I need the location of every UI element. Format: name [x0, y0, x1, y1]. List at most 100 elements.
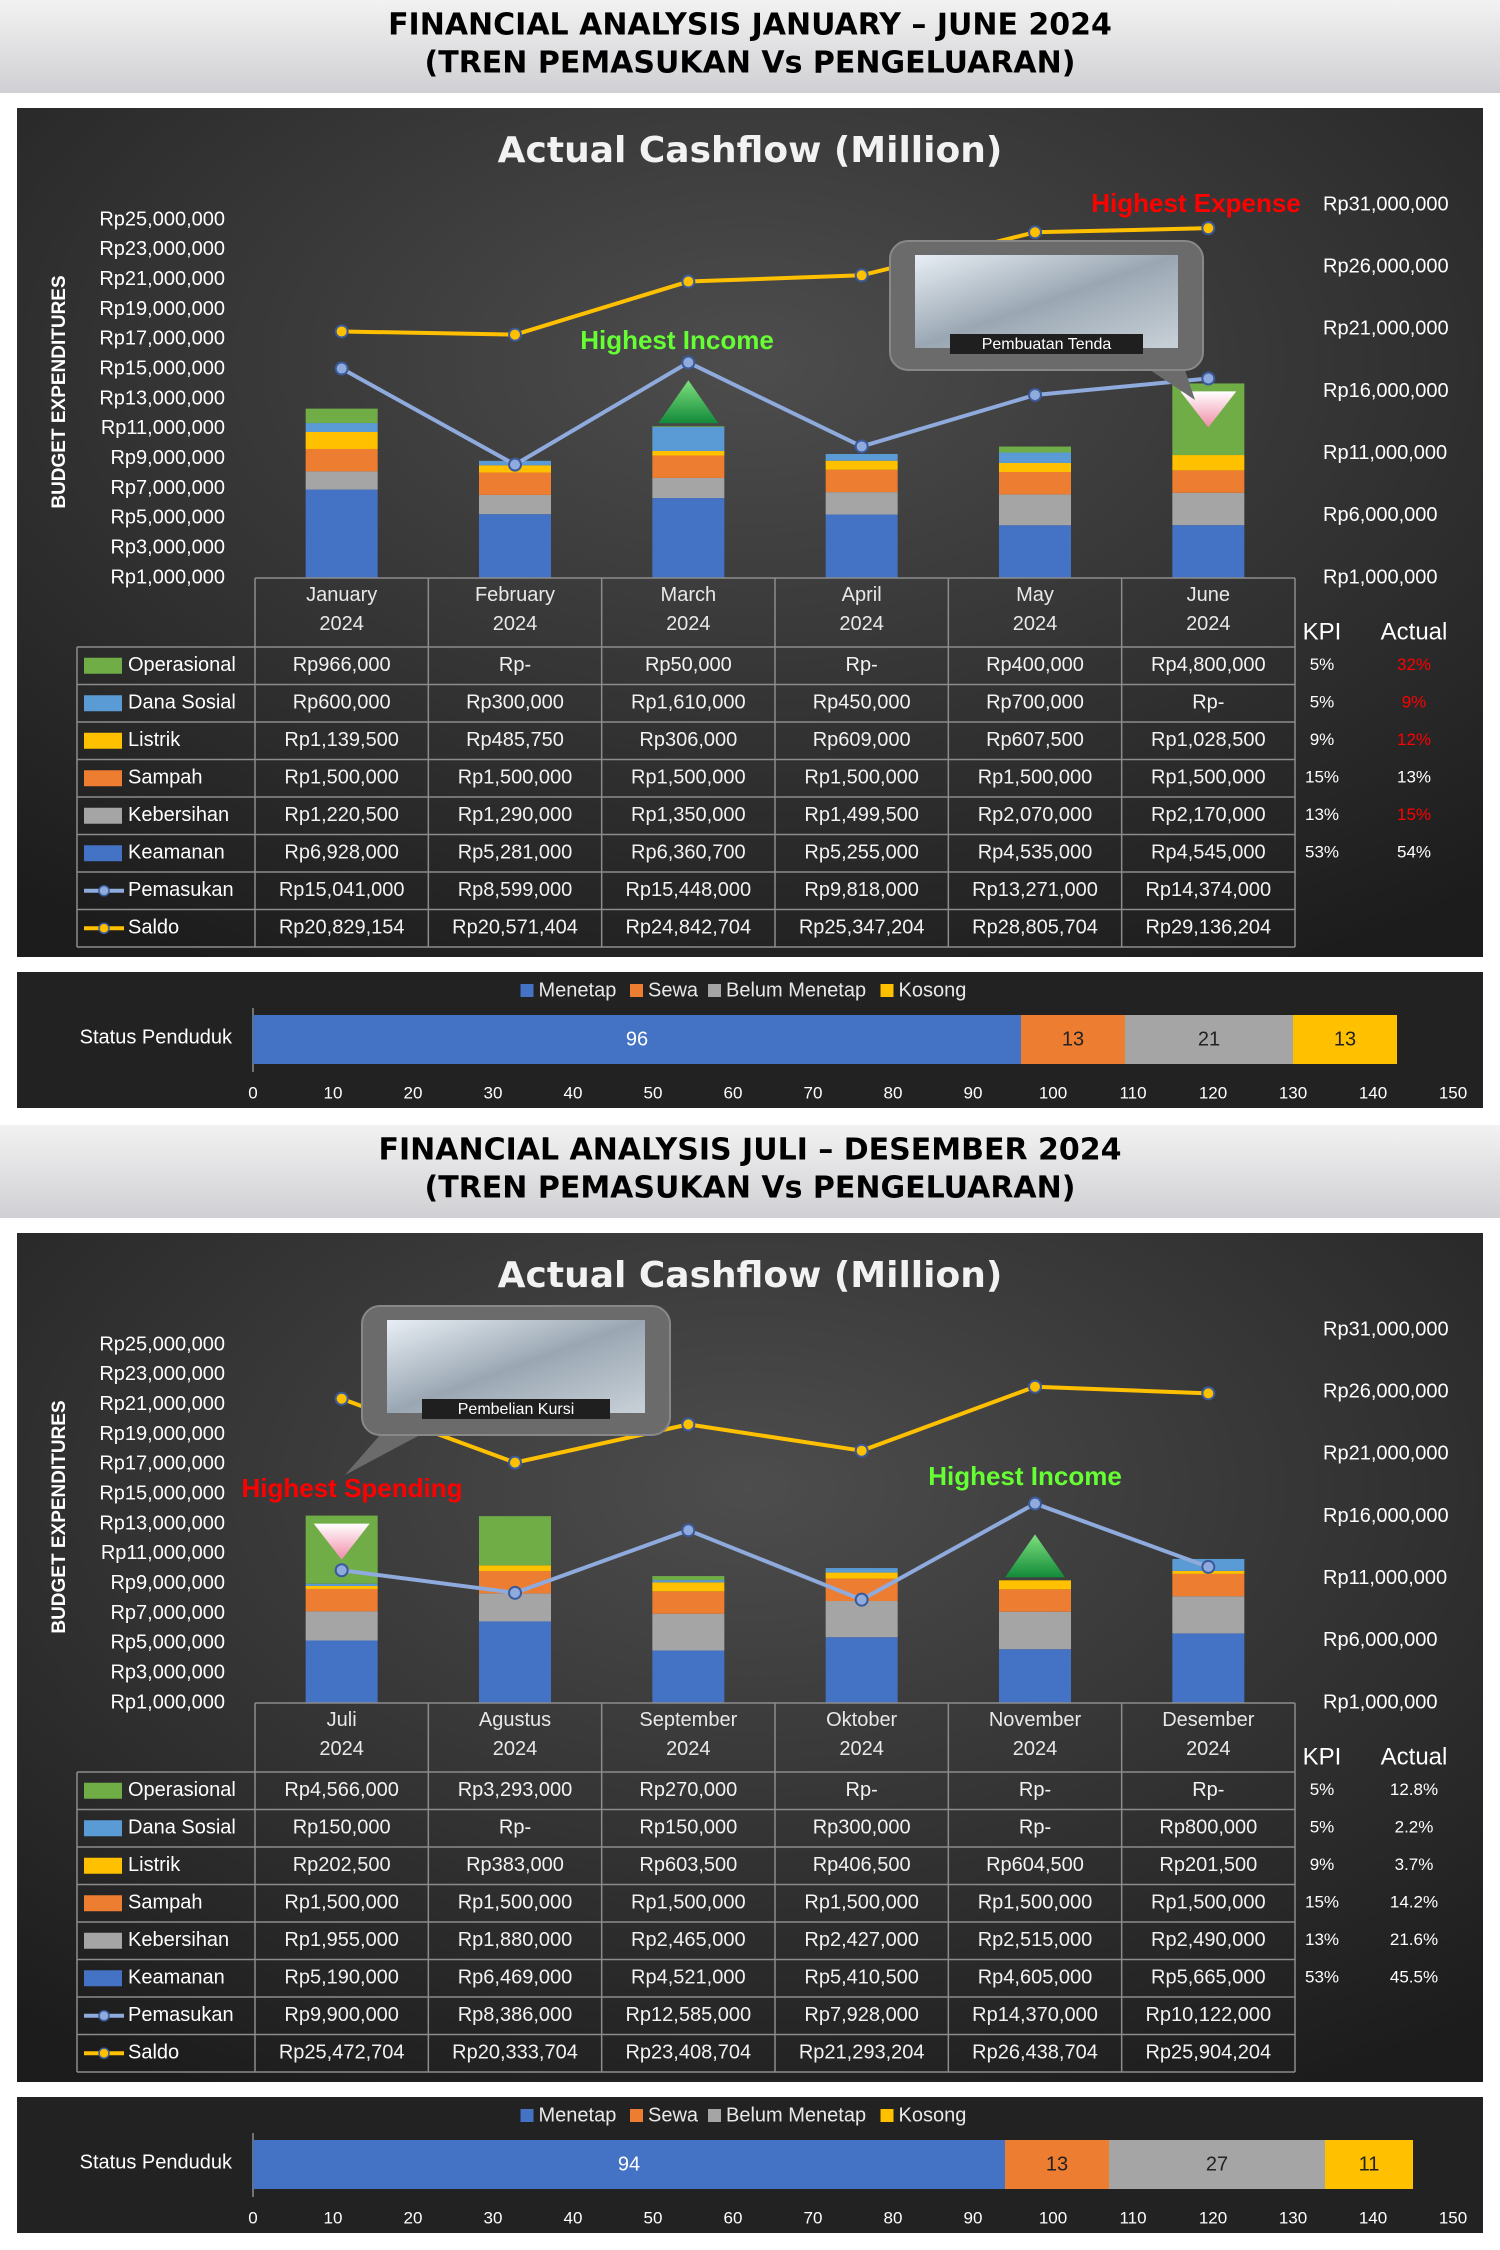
legend-label: Sampah — [128, 767, 203, 789]
category-cell: September 2024 — [639, 1709, 738, 1760]
data-label: 21 — [1198, 1028, 1220, 1050]
bar-segment — [825, 469, 898, 493]
table-cell: Rp24,842,704 — [625, 917, 751, 939]
y-tick-label: Rp9,000,000 — [110, 447, 225, 469]
table-cell: Rp485,750 — [466, 729, 564, 751]
bar-segment — [253, 1015, 1021, 1064]
bar-segment — [652, 426, 725, 427]
table-cell: Rp1,500,000 — [631, 1892, 746, 1914]
bar-segment — [305, 1640, 378, 1703]
kpi-target: 15% — [1305, 1893, 1339, 1912]
y-tick-label: Rp21,000,000 — [99, 1393, 225, 1415]
bar-segment — [825, 460, 898, 470]
legend-label: Operasional — [128, 654, 236, 676]
table-cell: Rp14,370,000 — [972, 2004, 1098, 2026]
table-cell: Rp- — [1192, 1779, 1224, 1801]
y-tick-label: Rp21,000,000 — [99, 268, 225, 290]
bar-segment — [1172, 455, 1245, 471]
bar-segment — [305, 1611, 378, 1641]
y2-tick-label: Rp31,000,000 — [1323, 1318, 1449, 1340]
y-tick-label: Rp19,000,000 — [99, 1423, 225, 1445]
category-cell: Juli 2024 — [319, 1709, 364, 1760]
y2-tick-label: Rp16,000,000 — [1323, 1505, 1449, 1527]
table-cell: Rp406,500 — [813, 1854, 911, 1876]
y-axis-title: BUDGET EXPENDITURES — [49, 1400, 70, 1633]
x-tick-label: 20 — [404, 2208, 423, 2227]
y-tick-label: Rp15,000,000 — [99, 1482, 225, 1504]
x-tick-label: 0 — [248, 2208, 257, 2227]
bar-segment — [479, 1565, 551, 1572]
legend-label: Sewa — [648, 2104, 699, 2126]
legend-label: Dana Sosial — [128, 1817, 236, 1839]
legend-swatch — [708, 2109, 721, 2122]
x-tick-label: 140 — [1359, 1083, 1387, 1102]
bar-segment — [479, 1516, 551, 1566]
x-tick-label: 10 — [324, 1083, 343, 1102]
legend-point — [98, 885, 110, 897]
table-cell: Rp4,605,000 — [978, 1967, 1093, 1989]
table-cell: Rp2,427,000 — [804, 1929, 919, 1951]
table-cell: Rp2,465,000 — [631, 1929, 746, 1951]
table-cell: Rp1,500,000 — [978, 767, 1093, 789]
legend-label: Kebersihan — [128, 1929, 229, 1951]
highlight-marker — [1180, 391, 1237, 428]
kpi-actual: 9% — [1402, 693, 1427, 712]
table-cell: Rp1,500,000 — [458, 767, 573, 789]
x-tick-label: 90 — [964, 2208, 983, 2227]
bar-segment — [305, 1588, 378, 1612]
y-tick-label: Rp3,000,000 — [110, 1661, 225, 1683]
x-tick-label: September 2024 — [639, 1709, 738, 1760]
bar-segment — [999, 452, 1071, 463]
y-tick-label: Status Penduduk — [80, 2151, 233, 2173]
legend-label: Belum Menetap — [726, 2104, 866, 2126]
x-tick-label: 130 — [1279, 2208, 1307, 2227]
category-cell: January 2024 — [306, 584, 377, 635]
table-cell: Rp604,500 — [986, 1854, 1084, 1876]
x-tick-label: 150 — [1439, 1083, 1467, 1102]
x-tick-label: 110 — [1119, 2208, 1146, 2227]
legend-label: Menetap — [539, 2104, 617, 2126]
x-tick-label: 70 — [804, 2208, 823, 2227]
legend-label: Dana Sosial — [128, 692, 236, 714]
category-cell: Oktober 2024 — [826, 1709, 897, 1760]
x-tick-label: 10 — [324, 2208, 343, 2227]
legend-swatch — [520, 984, 534, 997]
line-series — [340, 1384, 1209, 1465]
actual-header: Actual — [1381, 618, 1448, 645]
kpi-target: 13% — [1305, 805, 1339, 824]
kpi-actual: 14.2% — [1390, 1893, 1438, 1912]
bar-segment — [479, 494, 551, 515]
table-cell: Rp7,928,000 — [804, 2004, 919, 2026]
bar-segment — [1021, 1015, 1125, 1064]
y2-tick-label: Rp6,000,000 — [1323, 1629, 1438, 1651]
x-tick-label: 50 — [644, 2208, 663, 2227]
header-band — [0, 0, 1500, 93]
legend-swatch — [630, 2109, 643, 2122]
line-point — [681, 1523, 696, 1538]
table-cell: Rp1,499,500 — [804, 804, 919, 826]
y2-tick-label: Rp11,000,000 — [1323, 1567, 1447, 1589]
bar-segment — [479, 472, 551, 495]
actual-header: Actual — [1381, 1743, 1448, 1770]
header-band — [0, 1125, 1500, 1218]
table-cell: Rp5,410,500 — [804, 1967, 919, 1989]
bar-segment — [999, 446, 1071, 453]
bar-segment — [305, 431, 378, 449]
line-point — [508, 1585, 522, 1600]
legend-label: Operasional — [128, 1779, 236, 1801]
bar-segment — [652, 1613, 725, 1651]
x-tick-label: June 2024 — [1186, 584, 1231, 635]
table-cell: Rp20,571,404 — [452, 917, 578, 939]
bar-segment — [825, 1572, 898, 1579]
bar-segment — [305, 1583, 378, 1586]
y-tick-label: Rp3,000,000 — [110, 536, 225, 558]
table-cell: Rp609,000 — [813, 729, 911, 751]
x-tick-label: 110 — [1119, 1083, 1146, 1102]
bar-segment — [652, 1580, 725, 1583]
kpi-actual: 54% — [1397, 843, 1431, 862]
table-cell: Rp150,000 — [293, 1817, 391, 1839]
y-tick-label: Rp25,000,000 — [99, 1333, 225, 1355]
table-cell: Rp9,818,000 — [804, 879, 919, 901]
y2-tick-label: Rp26,000,000 — [1323, 255, 1449, 277]
annotation: Highest Income — [580, 325, 774, 355]
